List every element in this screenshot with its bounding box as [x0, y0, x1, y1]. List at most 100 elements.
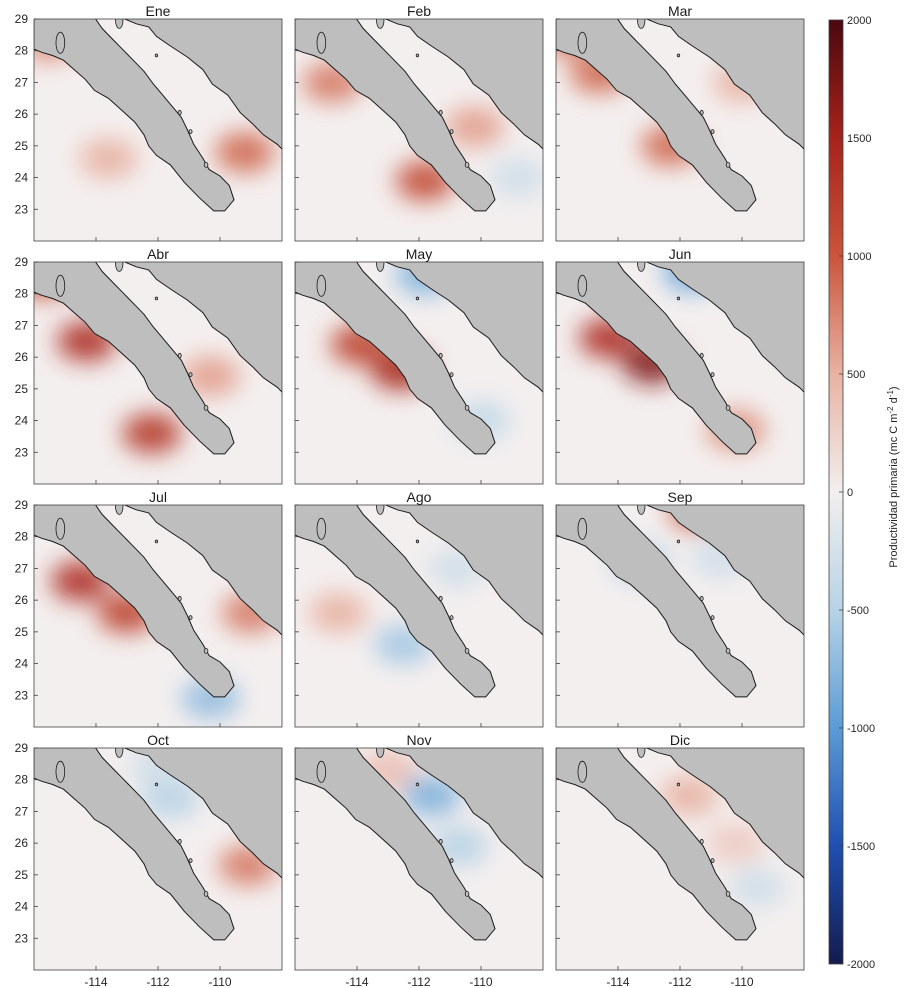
mainland-land: [384, 262, 543, 393]
island: [188, 129, 193, 134]
panel-title: Jun: [669, 246, 692, 262]
island: [699, 352, 704, 359]
colorbar-tick-label: 2000: [847, 15, 871, 27]
baja-peninsula-land: [295, 19, 496, 212]
mainland-land: [123, 262, 282, 393]
mainland-land: [645, 262, 804, 393]
y-tick-label: 26: [15, 593, 29, 607]
island: [203, 161, 209, 168]
x-tick-label: -112: [146, 975, 169, 988]
map-panels: Ene 23 24 25 26 27 28 29 Feb Mar Abr 23 24 25 26 27 28 29…: [15, 3, 805, 988]
x-tick-label: -112: [407, 975, 430, 988]
island: [577, 517, 588, 540]
island: [637, 748, 646, 758]
map-panel-jun: Jun: [555, 246, 805, 485]
y-tick-label: 25: [15, 868, 29, 882]
map-panel-sep: Sep: [555, 489, 805, 728]
map-panel-may: May: [294, 246, 544, 485]
island: [115, 505, 124, 515]
productivity-hotspot: [706, 822, 766, 864]
colorbar-tick-label: -2000: [847, 959, 875, 971]
island: [154, 53, 159, 58]
baja-peninsula-land: [556, 19, 757, 212]
island: [637, 505, 646, 515]
y-tick-label: 29: [15, 12, 29, 26]
island: [577, 760, 588, 783]
island: [725, 647, 731, 654]
island: [725, 404, 731, 411]
panel-title: Mar: [668, 3, 692, 19]
island: [376, 748, 385, 758]
island: [115, 748, 124, 758]
y-tick-label: 23: [15, 202, 29, 216]
y-tick-label: 28: [15, 44, 29, 58]
island: [676, 296, 681, 301]
mainland-land: [645, 505, 804, 636]
island: [177, 352, 182, 359]
island: [177, 595, 182, 602]
colorbar-tick-label: 1500: [847, 133, 871, 145]
island: [438, 352, 443, 359]
y-tick-label: 25: [15, 625, 29, 639]
y-tick-label: 23: [15, 931, 29, 945]
island: [415, 782, 420, 787]
y-tick-label: 23: [15, 445, 29, 459]
map-panel-dic: Dic -114 -112 -110: [555, 732, 805, 988]
island: [188, 372, 193, 377]
island: [55, 760, 66, 783]
panel-title: Ene: [146, 3, 171, 19]
productivity-hotspot: [445, 106, 505, 147]
island: [699, 595, 704, 602]
island: [449, 372, 454, 377]
y-tick-label: 29: [15, 498, 29, 512]
mainland-land: [123, 748, 282, 879]
y-tick-label: 24: [15, 414, 29, 428]
y-tick-label: 24: [15, 900, 29, 914]
baja-peninsula-land: [34, 505, 235, 698]
baja-peninsula-land: [295, 505, 496, 698]
colorbar-tick-label: -500: [847, 605, 869, 617]
mainland-land: [384, 505, 543, 636]
colorbar-tick-label: 0: [847, 487, 853, 499]
map-panel-abr: Abr 23 24 25 26 27 28 29: [15, 246, 283, 485]
map-panel-jul: Jul 23 24 25 26 27 28 29: [15, 489, 283, 728]
island: [188, 858, 193, 863]
island: [449, 858, 454, 863]
island: [376, 505, 385, 515]
island: [376, 19, 385, 29]
baja-peninsula-land: [34, 262, 235, 455]
map-panel-mar: Mar: [555, 3, 805, 242]
productivity-hotspot: [488, 157, 543, 198]
island: [154, 539, 159, 544]
island: [577, 274, 588, 297]
island: [710, 372, 715, 377]
colorbar-tick-label: -1500: [847, 841, 875, 853]
panel-title: Dic: [670, 732, 690, 748]
y-tick-label: 25: [15, 139, 29, 153]
y-tick-label: 27: [15, 318, 29, 332]
y-tick-label: 27: [15, 75, 29, 89]
panel-title: Sep: [668, 489, 693, 505]
y-tick-label: 28: [15, 530, 29, 544]
island: [637, 262, 646, 272]
y-tick-label: 28: [15, 287, 29, 301]
island: [316, 517, 327, 540]
island: [464, 647, 470, 654]
island: [316, 274, 327, 297]
panel-title: Ago: [407, 489, 432, 505]
island: [438, 595, 443, 602]
island: [438, 109, 443, 116]
island: [577, 31, 588, 54]
map-panel-ago: Ago: [294, 489, 544, 728]
island: [710, 858, 715, 863]
island: [415, 53, 420, 58]
island: [55, 517, 66, 540]
baja-peninsula-land: [295, 262, 496, 455]
x-tick-label: -112: [668, 975, 691, 988]
island: [449, 615, 454, 620]
map-panel-oct: Oct 23 24 25 26 27 28 29 -114 -112 -110: [15, 732, 283, 988]
island: [710, 129, 715, 134]
map-panel-nov: Nov -114 -112 -110: [294, 732, 544, 988]
y-tick-label: 25: [15, 382, 29, 396]
